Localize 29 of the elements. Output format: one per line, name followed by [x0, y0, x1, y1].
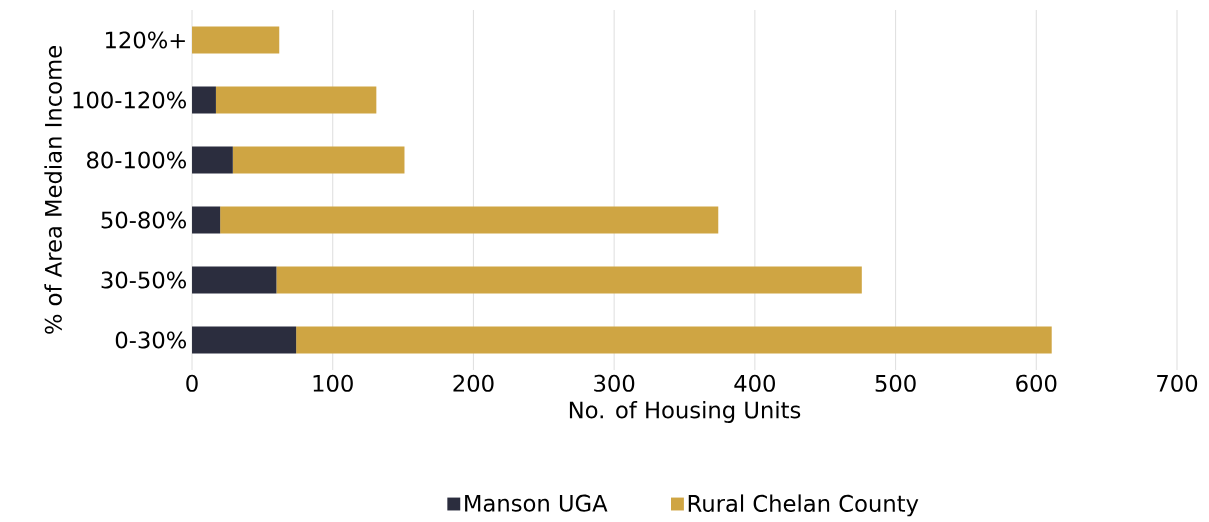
y-tick-label: 0-30%: [115, 331, 187, 349]
x-axis-title: No. of Housing Units: [569, 401, 801, 423]
y-axis-title: % of Area Median Income: [44, 46, 62, 334]
x-tick-label: 300: [594, 374, 635, 392]
y-tick-label: 80-100%: [87, 151, 187, 169]
bar: [192, 206, 221, 234]
x-tick-label: 400: [734, 374, 775, 392]
y-tick-label: 50-80%: [101, 211, 187, 229]
bar: [192, 86, 216, 114]
x-tick-label: 100: [313, 374, 353, 392]
y-tick-label: 30-50%: [101, 271, 187, 289]
legend-label: Rural Chelan County: [688, 494, 919, 517]
x-tick-label: 600: [1016, 374, 1057, 392]
y-tick-label: 120%+: [105, 31, 185, 49]
bar: [232, 146, 405, 174]
bar: [192, 266, 277, 294]
bar: [276, 266, 862, 294]
x-tick-label: 700: [1157, 374, 1198, 392]
y-tick-label: 100-120%: [73, 91, 187, 109]
bar: [192, 146, 233, 174]
bar: [215, 86, 377, 114]
bar: [296, 326, 1052, 354]
x-tick-label: 200: [453, 374, 494, 392]
bar: [192, 26, 280, 54]
legend-label: Manson UGA: [465, 494, 608, 512]
x-tick-label: 500: [875, 374, 916, 392]
x-tick-label: 0: [186, 374, 198, 392]
bar: [220, 206, 719, 234]
bar: [192, 326, 297, 354]
